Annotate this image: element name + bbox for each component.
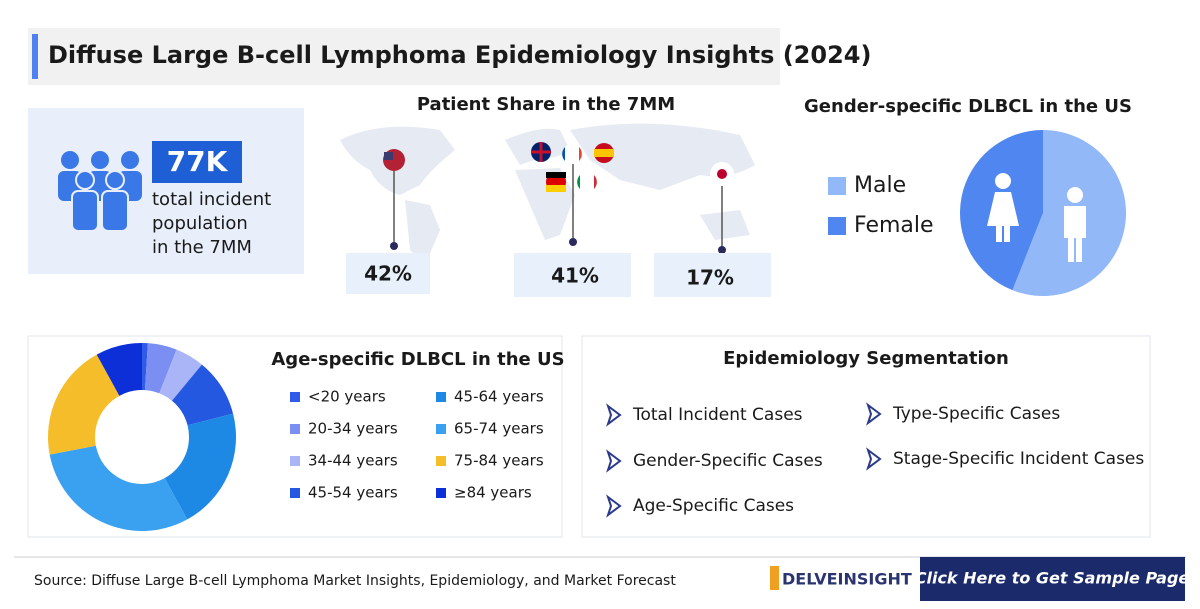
title: Diffuse Large B-cell Lymphoma Epidemiolo… [48,41,871,69]
share-value: 17% [686,266,734,290]
legend-label: 75-84 years [454,452,544,470]
share-value: 42% [364,262,412,286]
legend-swatch [828,177,846,195]
legend-label: <20 years [308,388,386,406]
gender-icons [987,173,1086,262]
male-icon [1064,206,1086,262]
segmentation-item: Stage-Specific Incident Cases [893,449,1144,469]
legend-swatch [436,488,446,498]
stat-value: 77K [167,145,229,178]
slice [144,343,177,394]
segmentation-item: Total Incident Cases [632,405,803,425]
female-icon [987,192,1019,242]
legend-swatch [290,392,300,402]
flags [383,142,734,192]
slice [159,349,202,401]
share-box [514,253,631,297]
pins [393,164,723,248]
legend-swatch [436,424,446,434]
legend-swatch [290,488,300,498]
title-bar [32,34,38,79]
slice [47,354,120,455]
chevron-icon [606,494,622,518]
logo: DELVEINSIGHT [782,570,912,589]
age-panel [27,335,563,538]
segmentation-panel [581,335,1151,538]
slice [96,343,142,396]
chevron-icon [606,403,622,427]
legend-label: Male [854,173,906,198]
segmentation-item: Type-Specific Cases [892,404,1060,424]
legend-swatch [436,392,446,402]
chevron-icon [866,402,882,426]
legend-swatch [436,456,446,466]
logo-mark [770,566,779,590]
map-title: Patient Share in the 7MM [417,94,675,115]
stat-line: population [152,213,248,234]
legend-label: Female [854,213,934,238]
share-box [654,253,771,297]
slice [49,445,188,531]
legend-label: 45-54 years [308,484,398,502]
segmentation-item: Age-Specific Cases [633,496,794,516]
slice [164,413,236,520]
slice [142,343,148,391]
segmentation-item: Gender-Specific Cases [633,451,823,471]
legend-swatch [828,217,846,235]
cta-label[interactable]: Click Here to Get Sample Page [915,569,1190,588]
legend-swatch [290,456,300,466]
chart-title: Age-specific DLBCL in the US [271,349,564,370]
segmentation-title: Epidemiology Segmentation [723,348,1009,369]
female-icon [995,173,1011,189]
chevron-icon [606,449,622,473]
share-value: 41% [551,264,599,288]
legend-label: ≥84 years [454,484,532,502]
stat-line: in the 7MM [152,237,252,258]
slice [171,364,234,426]
legend-label: 65-74 years [454,420,544,438]
stat-line: total incident [152,189,271,210]
legend-label: 20-34 years [308,420,398,438]
legend-swatch [290,424,300,434]
pin-dots [390,238,726,254]
share-box [346,253,430,294]
male-icon [1067,187,1083,203]
people-icon [58,151,142,232]
title-box [28,28,780,85]
legend-label: 45-64 years [454,388,544,406]
legend-label: 34-44 years [308,452,398,470]
chart-title: Gender-specific DLBCL in the US [804,96,1132,117]
chevron-icon [866,447,882,471]
stat-badge [152,141,242,183]
cta-button[interactable] [920,557,1185,601]
source: Source: Diffuse Large B-cell Lymphoma Ma… [34,573,676,589]
